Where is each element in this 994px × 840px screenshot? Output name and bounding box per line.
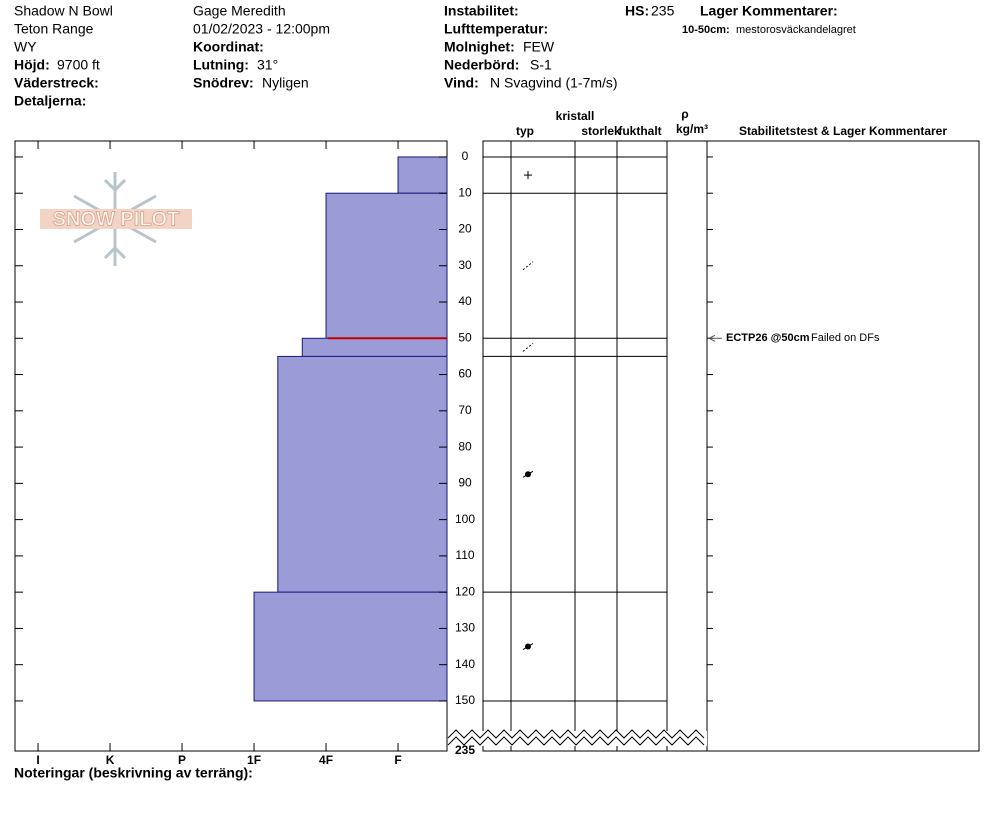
y-tick-label: 10 — [458, 185, 472, 199]
label: Lufttemperatur: — [444, 21, 548, 37]
header-text: Stabilitetstest & Lager Kommentarer — [739, 124, 947, 138]
value: N Svagvind (1-7m/s) — [490, 75, 618, 91]
y-tick-label: 50 — [458, 330, 472, 344]
hardness-bar — [253, 591, 448, 702]
observer: Gage Meredith — [193, 3, 286, 19]
header-text: storlek — [581, 124, 621, 138]
notes-label: Noteringar (beskrivning av terräng): — [14, 765, 253, 781]
test-arrow-head — [707, 334, 716, 342]
logo: SNOW PILOT — [40, 172, 192, 266]
x-tick-label: K — [106, 753, 115, 767]
y-tick-label: 60 — [458, 367, 472, 381]
header-text: fukthalt — [618, 124, 661, 138]
header-text: kristall — [556, 109, 595, 123]
label: Lutning: — [193, 57, 249, 73]
y-tick-label: 30 — [458, 258, 472, 272]
hardness-bar — [397, 156, 448, 194]
range: Teton Range — [14, 21, 94, 37]
y-tick-label: 120 — [455, 584, 475, 598]
comment-range: 10-50cm: — [682, 24, 730, 36]
hardness-bar — [277, 355, 448, 593]
value: 235 — [651, 3, 675, 19]
y-tick-label: 100 — [455, 512, 475, 526]
value: S-1 — [530, 57, 552, 73]
value: 9700 ft — [57, 57, 100, 73]
y-tick-label: 110 — [455, 548, 474, 562]
y-tick-label: 140 — [455, 657, 475, 671]
state: WY — [14, 39, 37, 55]
y-tick-label: 80 — [458, 439, 472, 453]
test-label: ECTP26 @50cm — [726, 332, 810, 344]
comment-text: mestorosväckandelagret — [736, 24, 856, 36]
x-tick-label: P — [178, 753, 186, 767]
hardness-bar — [301, 337, 448, 357]
label: Detaljerna: — [14, 93, 86, 109]
label: Snödrev: — [193, 75, 254, 91]
grain-symbol — [522, 643, 534, 650]
grain-symbol — [522, 342, 534, 352]
x-tick-label: F — [394, 753, 401, 767]
label: Vind: — [444, 75, 479, 91]
y-tick-label: 40 — [458, 294, 472, 308]
label: Lager Kommentarer: — [700, 3, 838, 19]
label: Nederbörd: — [444, 57, 519, 73]
frames — [14, 140, 980, 752]
break-line — [447, 729, 705, 739]
value: Nyligen — [262, 75, 309, 91]
grain-symbol — [522, 470, 534, 478]
grain-symbol — [522, 261, 534, 271]
value: 31° — [257, 57, 278, 73]
label: Koordinat: — [193, 39, 264, 55]
total-depth-label: 235 — [455, 743, 475, 757]
label: HS: — [625, 3, 649, 19]
table-headers: kristall typ storlek fukthalt ρ kg/m³ St… — [516, 107, 947, 138]
break-line — [447, 736, 705, 746]
x-tick-label: 4F — [319, 753, 333, 767]
label: Väderstreck: — [14, 75, 99, 91]
hardness-bar — [325, 192, 448, 339]
test-comment: Failed on DFs — [811, 332, 880, 344]
y-tick-label: 0 — [462, 149, 469, 163]
y-tick-label: 90 — [458, 476, 472, 490]
logo-text: SNOW PILOT — [53, 208, 180, 230]
x-tick-label: I — [36, 753, 39, 767]
value: FEW — [523, 39, 555, 55]
label: Instabilitet: — [444, 3, 519, 19]
datetime: 01/02/2023 - 12:00pm — [193, 21, 330, 37]
y-tick-label: 20 — [458, 222, 472, 236]
label: Molnighet: — [444, 39, 515, 55]
y-tick-label: 130 — [455, 621, 475, 635]
header-text: typ — [516, 124, 534, 138]
header: Shadow N Bowl Teton Range WY Höjd: 9700 … — [14, 3, 856, 109]
x-tick-label: 1F — [247, 753, 261, 767]
header-text: ρ — [681, 107, 688, 121]
y-tick-label: 150 — [455, 693, 475, 707]
y-tick-label: 70 — [458, 403, 472, 417]
header-text: kg/m³ — [676, 122, 708, 136]
label: Höjd: — [14, 57, 50, 73]
site: Shadow N Bowl — [14, 3, 113, 19]
